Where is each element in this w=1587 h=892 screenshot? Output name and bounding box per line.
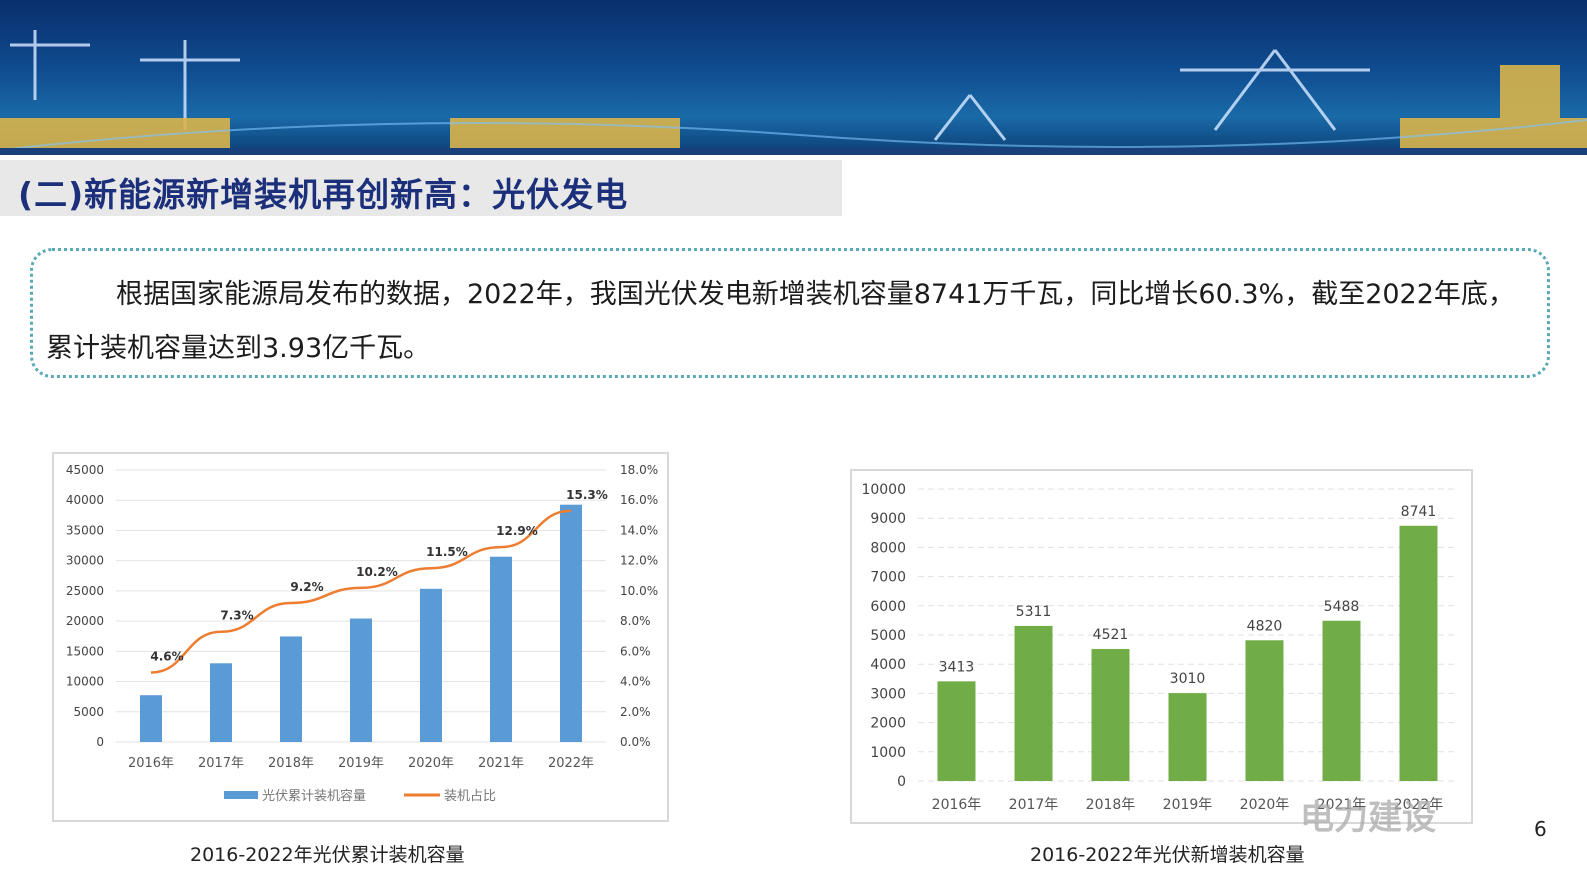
- bar-data-label: 4820: [1247, 618, 1283, 634]
- y-tick-label: 35000: [66, 523, 104, 537]
- y-tick-label: 0: [96, 735, 104, 749]
- x-tick-label: 2021年: [1317, 797, 1367, 813]
- new-capacity-chart-caption: 2016-2022年光伏新增装机容量: [1030, 844, 1305, 866]
- y-tick-label: 10000: [861, 482, 906, 498]
- y-tick-label: 5000: [870, 628, 906, 644]
- bar-data-label: 5488: [1324, 599, 1360, 615]
- line-data-label: 7.3%: [220, 609, 253, 623]
- cumulative-chart-caption: 2016-2022年光伏累计装机容量: [190, 844, 465, 866]
- y-tick-label: 10000: [66, 675, 104, 689]
- y-tick-label: 1000: [870, 745, 906, 761]
- header-banner: [0, 0, 1587, 155]
- bar: [1168, 693, 1207, 781]
- legend-label-bar: 光伏累计装机容量: [262, 788, 366, 804]
- new-capacity-chart-svg: 1000090008000700060005000400030002000100…: [861, 482, 1457, 813]
- bar: [280, 636, 302, 742]
- y-tick-label: 9000: [870, 511, 906, 527]
- cumulative-capacity-chart-svg: 45000 40000 35000 30000 25000 20000 15000 10000…: [66, 463, 658, 804]
- y-tick-label: 8000: [870, 540, 906, 556]
- y2-tick-label: 6.0%: [620, 644, 651, 658]
- bar: [937, 681, 976, 781]
- banner-stripe: [0, 148, 1587, 155]
- x-tick-label: 2017年: [1009, 797, 1059, 813]
- y-tick-label: 25000: [66, 584, 104, 598]
- bar-data-label: 4521: [1093, 627, 1129, 643]
- cumulative-capacity-chart: 45000 40000 35000 30000 25000 20000 15000 10000…: [52, 452, 669, 822]
- x-tick-label: 2019年: [338, 756, 384, 771]
- y-tick-label: 7000: [870, 570, 906, 586]
- power-tower-illustration: [0, 30, 1587, 151]
- y2-tick-label: 10.0%: [620, 584, 658, 598]
- legend-label-line: 装机占比: [444, 789, 496, 804]
- page-number: 6: [1534, 817, 1547, 841]
- bar: [420, 588, 442, 742]
- legend-swatch-bar: [224, 791, 258, 799]
- y-tick-label: 4000: [870, 657, 906, 673]
- bar: [1091, 648, 1130, 781]
- x-tick-label: 2020年: [408, 756, 454, 771]
- x-tick-label: 2022年: [548, 756, 594, 771]
- summary-frame: [30, 248, 1550, 378]
- y-tick-label: 5000: [73, 705, 104, 719]
- bar-data-label: 5311: [1016, 604, 1052, 620]
- y-tick-label: 3000: [870, 686, 906, 702]
- bar-data-label: 8741: [1401, 504, 1437, 520]
- summary-text: 根据国家能源局发布的数据，2022年，我国光伏发电新增装机容量8741万千瓦，同…: [46, 279, 1515, 364]
- y2-tick-label: 4.0%: [620, 675, 651, 689]
- y2-tick-label: 12.0%: [620, 554, 658, 568]
- line-data-label: 10.2%: [356, 565, 398, 579]
- y-tick-label: 20000: [66, 614, 104, 628]
- new-capacity-chart: 10000 9000 8000 7000 6000 5000 4000 3000 2000 100…: [850, 469, 1473, 824]
- x-tick-label: 2018年: [268, 756, 314, 771]
- line-data-label: 9.2%: [290, 580, 323, 594]
- line-data-label: 15.3%: [566, 488, 608, 502]
- x-tick-label: 2022年: [1394, 797, 1444, 813]
- bar: [1399, 525, 1438, 781]
- y-tick-label: 0: [897, 774, 906, 790]
- x-tick-label: 2020年: [1240, 797, 1290, 813]
- bar: [210, 663, 232, 742]
- y2-tick-label: 8.0%: [620, 614, 651, 628]
- bar-data-label: 3413: [939, 659, 975, 675]
- y2-tick-label: 14.0%: [620, 523, 658, 537]
- x-tick-label: 2019年: [1163, 797, 1213, 813]
- y2-tick-label: 0.0%: [620, 735, 651, 749]
- y2-tick-label: 16.0%: [620, 493, 658, 507]
- bar: [1014, 625, 1053, 781]
- bar-data-label: 3010: [1170, 671, 1206, 687]
- bar: [1322, 620, 1361, 781]
- share-line: [150, 509, 572, 674]
- title-band: [0, 160, 842, 216]
- line-data-label: 4.6%: [150, 649, 183, 663]
- watermark: 电力建设: [1300, 798, 1436, 838]
- y-tick-label: 45000: [66, 463, 104, 477]
- y2-tick-label: 2.0%: [620, 705, 651, 719]
- bar: [140, 695, 162, 742]
- x-tick-label: 2018年: [1086, 797, 1136, 813]
- bar: [350, 618, 372, 742]
- y-tick-label: 6000: [870, 599, 906, 615]
- bar: [560, 504, 582, 742]
- line-data-label: 12.9%: [496, 524, 538, 538]
- line-data-label: 11.5%: [426, 545, 468, 559]
- y-tick-label: 15000: [66, 644, 104, 658]
- y-tick-label: 40000: [66, 493, 104, 507]
- page-title: (二)新能源新增装机再创新高：光伏发电: [18, 175, 629, 214]
- x-tick-label: 2021年: [478, 756, 524, 771]
- bar: [490, 556, 512, 742]
- x-tick-label: 2017年: [198, 756, 244, 771]
- y-tick-label: 30000: [66, 554, 104, 568]
- x-tick-label: 2016年: [932, 797, 982, 813]
- y2-tick-label: 18.0%: [620, 463, 658, 477]
- bar: [1245, 640, 1284, 781]
- y-tick-label: 2000: [870, 716, 906, 732]
- x-tick-label: 2016年: [128, 756, 174, 771]
